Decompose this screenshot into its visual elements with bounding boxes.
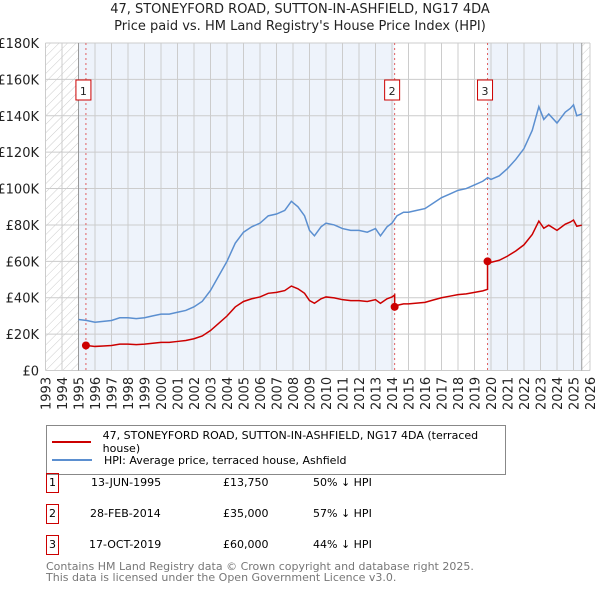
y-tick-label: £180K: [0, 37, 39, 52]
sale-price: £13,750: [223, 476, 269, 489]
x-tick-label: 2001: [172, 377, 187, 410]
hpi-line: [78, 103, 583, 324]
x-tick-label: 2009: [304, 377, 319, 410]
chart-title: 47, STONEYFORD ROAD, SUTTON-IN-ASHFIELD,…: [110, 2, 490, 17]
y-tick-label: £80K: [6, 219, 40, 234]
y-tick-label: £20K: [6, 328, 40, 343]
sale-point: [81, 341, 90, 350]
x-tick-label: 2006: [254, 377, 269, 410]
x-tick-label: 2020: [485, 377, 500, 410]
x-tick-label: 2016: [419, 377, 434, 410]
legend-item-hpi: HPI: Average price, terraced house, Ashf…: [47, 452, 346, 468]
y-tick-label: £160K: [0, 73, 39, 88]
sale-date: 28-FEB-2014: [90, 507, 161, 520]
price-line-swatch: [52, 441, 91, 443]
sale-point: [390, 302, 399, 311]
x-tick-label: 1999: [139, 377, 154, 410]
sale-marker-box: [477, 79, 494, 101]
footer-licence: This data is licensed under the Open Gov…: [46, 571, 397, 584]
sale-date: 17-OCT-2019: [89, 538, 162, 551]
x-tick-label: 2010: [320, 377, 335, 410]
x-tick-label: 2022: [518, 377, 533, 410]
sale-marker-box: [384, 79, 401, 101]
x-tick-label: 2021: [502, 377, 517, 410]
price-paid-line: [85, 218, 582, 348]
sale-price: £60,000: [223, 538, 269, 551]
price-chart: £0 £20K £40K £60K £80K £100K £120K £140K £160K £1…: [0, 37, 599, 410]
chart-legend: 47, STONEYFORD ROAD, SUTTON-IN-ASHFIELD,…: [46, 425, 506, 475]
hpi-line-swatch: [52, 459, 92, 461]
sale-hpi-diff: 50% ↓ HPI: [313, 476, 372, 489]
sale-marker-box: [75, 79, 92, 101]
sale-date: 13-JUN-1995: [91, 476, 162, 489]
sale-point: [483, 257, 492, 266]
x-tick-label: 2011: [337, 377, 352, 410]
y-tick-label: £60K: [6, 255, 40, 270]
x-tick-label: 2008: [287, 377, 302, 410]
sale-hpi-diff: 57% ↓ HPI: [313, 507, 372, 520]
x-tick-label: 2026: [584, 377, 599, 410]
x-tick-label: 1997: [106, 377, 121, 410]
x-tick-label: 2013: [370, 377, 385, 410]
sale-price: £35,000: [223, 507, 269, 520]
sale-marker: 1: [46, 473, 59, 493]
sale-marker-label: 2: [389, 85, 396, 98]
y-tick-label: £100K: [0, 183, 39, 198]
x-tick-label: 2004: [221, 377, 236, 410]
x-tick-label: 2025: [568, 377, 583, 410]
chart-subtitle: Price paid vs. HM Land Registry's House …: [114, 19, 486, 34]
legend-price-label: 47, STONEYFORD ROAD, SUTTON-IN-ASHFIELD,…: [102, 429, 479, 455]
x-tick-label: 2024: [551, 377, 566, 410]
x-tick-label: 2000: [155, 377, 170, 410]
y-tick-label: £40K: [6, 292, 40, 307]
x-tick-label: 1996: [89, 377, 104, 410]
x-tick-label: 1995: [73, 377, 88, 410]
legend-item-price: 47, STONEYFORD ROAD, SUTTON-IN-ASHFIELD,…: [47, 429, 505, 455]
x-tick-label: 2014: [386, 377, 401, 410]
sale-marker-label: 3: [482, 85, 489, 98]
x-tick-label: 2012: [353, 377, 368, 410]
sale-marker: 3: [46, 535, 59, 555]
y-tick-label: £120K: [0, 146, 39, 161]
x-tick-label: 2019: [469, 377, 484, 410]
x-tick-label: 1993: [40, 377, 55, 410]
legend-hpi-label: HPI: Average price, terraced house, Ashf…: [104, 453, 347, 467]
x-tick-label: 2002: [188, 377, 203, 410]
x-tick-label: 1998: [122, 377, 137, 410]
x-tick-label: 2015: [403, 377, 418, 410]
ownership-shade-3: [487, 43, 582, 371]
x-tick-label: 2018: [452, 377, 467, 410]
x-tick-label: 2007: [271, 377, 286, 410]
y-tick-label: £140K: [0, 110, 39, 125]
sale-hpi-diff: 44% ↓ HPI: [313, 538, 372, 551]
x-tick-label: 1994: [56, 377, 71, 410]
x-tick-label: 2017: [436, 377, 451, 410]
ownership-shade-1: [78, 43, 395, 371]
x-tick-label: 2003: [205, 377, 220, 410]
footer-copyright: Contains HM Land Registry data © Crown c…: [46, 560, 474, 573]
x-tick-label: 2005: [238, 377, 253, 410]
y-tick-label: £0: [22, 365, 39, 380]
x-tick-label: 2023: [535, 377, 550, 410]
no-data-hatch-right: [581, 43, 590, 371]
sale-marker: 2: [46, 504, 59, 524]
sale-marker-label: 1: [80, 85, 87, 98]
